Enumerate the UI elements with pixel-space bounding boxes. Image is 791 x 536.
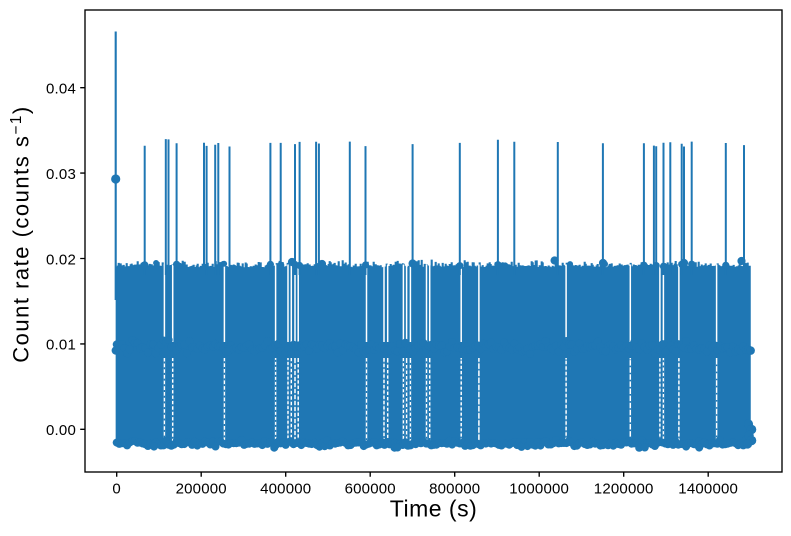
svg-text:1000000: 1000000	[509, 480, 569, 497]
svg-text:1400000: 1400000	[678, 480, 738, 497]
svg-text:400000: 400000	[260, 480, 311, 497]
svg-text:0: 0	[112, 480, 121, 497]
svg-text:0.01: 0.01	[46, 337, 76, 354]
svg-text:0.03: 0.03	[46, 166, 76, 183]
svg-text:0.00: 0.00	[46, 422, 76, 439]
svg-text:0.04: 0.04	[46, 81, 76, 98]
svg-text:200000: 200000	[176, 480, 227, 497]
svg-text:1200000: 1200000	[594, 480, 654, 497]
svg-text:800000: 800000	[429, 480, 480, 497]
svg-text:Count rate (counts s−1): Count rate (counts s−1)	[8, 105, 33, 363]
svg-text:Time (s): Time (s)	[390, 496, 477, 522]
svg-text:0.02: 0.02	[46, 251, 76, 268]
svg-text:600000: 600000	[345, 480, 396, 497]
